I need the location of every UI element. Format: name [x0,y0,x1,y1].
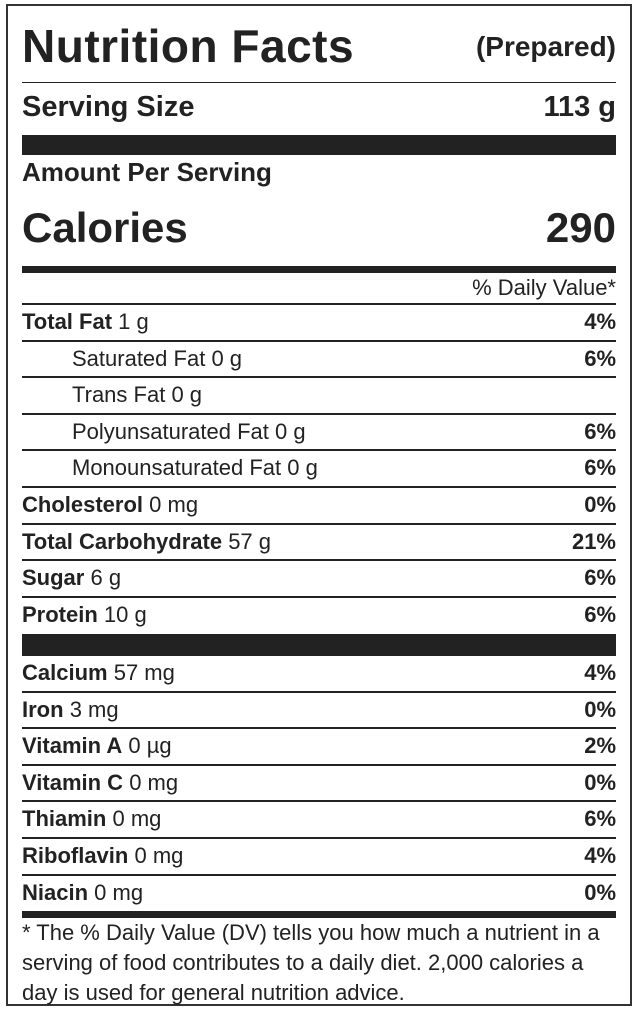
nutrient-name: Vitamin A [22,733,123,759]
nutrient-name: Monounsaturated Fat [72,455,282,481]
thick-divider [22,135,616,155]
row-divider [22,727,616,730]
nutrient-amount: 0 g [171,382,203,408]
medium-divider [22,266,616,273]
nutrient-daily-value: 0% [584,769,616,795]
nutrient-daily-value: 6% [584,455,616,481]
label-content: Nutrition Facts (Prepared) Serving Size … [22,6,616,1005]
row-divider [22,654,616,656]
label-subtitle: (Prepared) [475,31,616,62]
row-divider [22,873,616,876]
calories-value: 290 [545,204,616,251]
nutrient-name: Protein [22,601,98,627]
nutrient-name: Saturated Fat [72,345,206,371]
amount-per-serving-text: Amount Per Serving [22,157,272,187]
calories-label: Calories [22,204,188,251]
nutrient-daily-value: 6% [584,565,616,591]
nutrient-amount: 0 g [275,418,306,444]
nutrient-daily-value: 4% [584,309,616,334]
nutrient-amount: 0 mg [134,843,184,868]
nutrient-name: Total Fat [22,309,113,334]
nutrient-name: Thiamin [22,806,107,832]
divider [22,82,616,83]
row-divider [22,559,616,562]
nutrient-daily-value: 4% [584,843,616,868]
nutrient-name: Trans Fat [72,382,166,408]
nutrient-amount: 0 µg [128,733,172,759]
nutrient-amount: 57 mg [113,660,175,685]
label-title: Nutrition Facts [22,20,355,72]
nutrient-daily-value: 21% [571,528,616,554]
row-divider [22,449,616,452]
nutrient-daily-value: 2% [584,733,616,759]
nutrient-name: Niacin [22,879,89,905]
nutrient-daily-value: 6% [584,601,616,627]
nutrient-daily-value: 6% [584,418,616,444]
row-divider [22,412,616,415]
nutrient-amount: 1 g [118,309,149,334]
row-divider [22,303,616,305]
nutrient-amount: 10 g [103,601,147,627]
daily-value-header-text: % Daily Value* [472,275,616,300]
nutrition-facts-label: Nutrition Facts (Prepared) Serving Size … [6,4,632,1006]
nutrient-daily-value: 6% [584,806,616,832]
nutrient-daily-value: 0% [584,879,616,905]
nutrient-amount: 57 g [228,528,272,554]
serving-size-label: Serving Size [22,91,195,123]
nutrient-amount: 0 mg [149,492,199,517]
nutrient-amount: 0 mg [94,879,144,905]
nutrient-daily-value: 6% [584,345,616,371]
nutrient-name: Riboflavin [22,843,129,868]
medium-divider [22,911,616,918]
nutrient-name: Polyunsaturated Fat [72,418,269,444]
nutrient-daily-value: 0% [584,696,616,722]
nutrient-amount: 6 g [90,565,122,591]
nutrient-name: Sugar [22,565,85,591]
footnote: * The % Daily Value (DV) tells you how m… [22,920,600,1005]
nutrient-amount: 0 g [287,455,318,481]
nutrient-name: Cholesterol [22,492,144,517]
row-divider [22,486,616,488]
row-divider [22,376,616,379]
nutrient-amount: 0 mg [129,769,179,795]
row-divider [22,339,616,342]
nutrient-amount: 0 g [211,345,243,371]
nutrient-amount: 0 mg [112,806,162,832]
thick-divider [22,634,616,654]
nutrient-daily-value: 0% [584,492,616,517]
nutrient-name: Calcium [22,660,108,685]
nutrient-daily-value: 4% [584,660,616,685]
serving-size-value: 113 g [543,91,616,123]
nutrient-name: Iron [22,696,64,722]
nutrient-name: Vitamin C [22,769,124,795]
label-header: Nutrition Facts (Prepared) [22,20,616,78]
nutrient-name: Total Carbohydrate [22,528,223,554]
row-divider [22,595,616,598]
row-divider [22,522,616,525]
nutrient-amount: 3 mg [69,696,119,722]
row-divider [22,800,616,803]
row-divider [22,690,616,693]
row-divider [22,763,616,766]
row-divider [22,837,616,839]
